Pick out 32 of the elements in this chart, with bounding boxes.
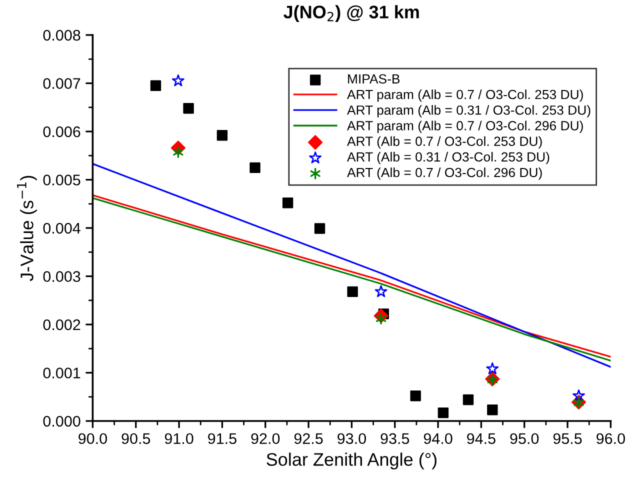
x-tick-label: 95.5 — [553, 433, 582, 444]
y-tick-label: 0.001 — [43, 368, 80, 378]
legend-label: MIPAS-B — [348, 74, 400, 84]
x-tick-label: 91.0 — [164, 433, 194, 444]
x-tick-label: 94.0 — [424, 433, 452, 444]
x-tick-label: 95.0 — [510, 433, 539, 444]
x-tick-label: 91.5 — [208, 433, 236, 444]
x-tick-label: 90.0 — [78, 433, 107, 444]
y-tick-label: 0.005 — [43, 174, 80, 186]
x-tick-label: 96.0 — [596, 433, 625, 444]
y-tick-label: 0.003 — [43, 271, 80, 282]
y-tick-label: 0.000 — [43, 416, 80, 427]
x-tick-label: 92.0 — [251, 433, 280, 444]
legend-label: ART (Alb = 0.7 / O3-Col. 253 DU) — [347, 136, 542, 149]
y-tick-label: 0.008 — [43, 30, 80, 41]
legend-label: ART param (Alb = 0.31 / O3-Col. 253 DU) — [347, 105, 590, 118]
x-axis-title: Solar Zenith Angle (°) — [266, 452, 436, 470]
y-tick-label: 0.002 — [43, 319, 80, 330]
y-axis-title: J-Value (s$^{−1}$) — [17, 176, 37, 282]
x-tick-label: 90.5 — [122, 433, 150, 444]
y-tick-label: 0.007 — [43, 78, 80, 89]
y-tick-label: 0.006 — [43, 126, 80, 138]
legend-label: ART (Alb = 0.31 / O3-Col. 253 DU) — [347, 152, 550, 164]
x-tick-label: 93.5 — [380, 433, 410, 444]
legend-label: ART (Alb = 0.7 / O3-Col. 296 DU) — [347, 167, 542, 180]
x-tick-label: 94.5 — [467, 433, 496, 444]
chart-title: J(NO$_{2}$) @ 31 km — [284, 5, 419, 22]
x-tick-label: 92.5 — [294, 433, 323, 444]
x-tick-label: 93.0 — [338, 433, 366, 444]
y-tick-label: 0.004 — [43, 222, 80, 234]
legend-label: ART param (Alb = 0.7 / O3-Col. 253 DU) — [347, 89, 583, 102]
legend-label: ART param (Alb = 0.7 / O3-Col. 296 DU) — [347, 120, 583, 133]
